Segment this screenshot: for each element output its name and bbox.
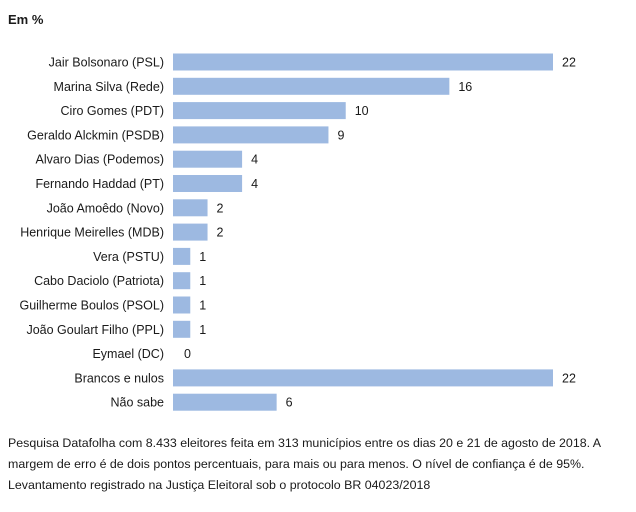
category-label: João Amoêdo (Novo)	[47, 201, 164, 215]
bar	[173, 199, 208, 217]
category-label: Vera (PSTU)	[93, 250, 164, 264]
value-label: 1	[199, 274, 206, 288]
value-label: 22	[562, 371, 576, 385]
category-label: Brancos e nulos	[74, 371, 164, 385]
category-label: Não sabe	[110, 396, 164, 410]
value-label: 9	[337, 128, 344, 142]
value-label: 10	[355, 104, 369, 118]
bar	[173, 102, 346, 120]
category-label: Guilherme Boulos (PSOL)	[19, 299, 164, 313]
bar	[173, 369, 553, 387]
category-label: Henrique Meirelles (MDB)	[20, 226, 164, 240]
category-label: Cabo Daciolo (Patriota)	[34, 274, 164, 288]
value-label: 22	[562, 56, 576, 70]
value-label: 6	[286, 396, 293, 410]
bar	[173, 247, 191, 265]
value-label: 1	[199, 323, 206, 337]
category-label: Jair Bolsonaro (PSL)	[49, 56, 164, 70]
category-label: João Goulart Filho (PPL)	[26, 323, 164, 337]
bar	[173, 53, 553, 71]
bar	[173, 296, 191, 314]
chart-unit-label: Em %	[8, 12, 44, 27]
value-label: 2	[217, 226, 224, 240]
bar	[173, 320, 191, 338]
bar	[173, 393, 277, 411]
value-label: 16	[458, 80, 472, 94]
category-label: Eymael (DC)	[92, 347, 164, 361]
category-label: Marina Silva (Rede)	[54, 80, 164, 94]
category-label: Ciro Gomes (PDT)	[61, 104, 164, 118]
category-label: Alvaro Dias (Podemos)	[35, 153, 164, 167]
bar	[173, 77, 450, 95]
value-label: 4	[251, 153, 258, 167]
category-label: Geraldo Alckmin (PSDB)	[27, 128, 164, 142]
value-label: 1	[199, 250, 206, 264]
bar	[173, 175, 243, 192]
bar	[173, 272, 191, 290]
value-label: 1	[199, 299, 206, 313]
chart-footnote: Pesquisa Datafolha com 8.433 eleitores f…	[8, 436, 601, 492]
value-label: 4	[251, 177, 258, 191]
value-label: 2	[217, 201, 224, 215]
category-label: Fernando Haddad (PT)	[35, 177, 164, 191]
bar	[173, 150, 243, 168]
bar	[173, 223, 208, 241]
bar	[173, 126, 329, 144]
value-label: 0	[184, 347, 191, 361]
